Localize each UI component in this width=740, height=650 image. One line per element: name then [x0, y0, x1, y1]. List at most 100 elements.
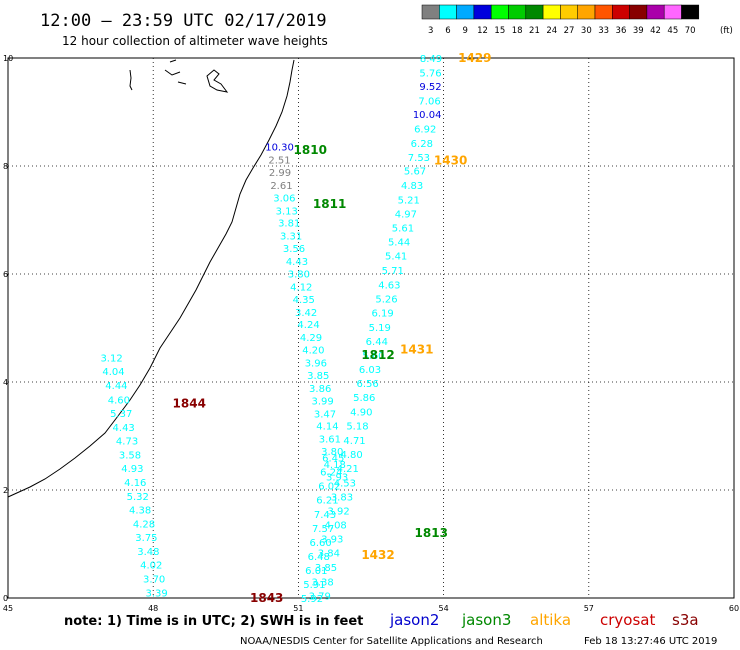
- wave-height-label: 4.08: [325, 521, 347, 532]
- wave-height-label: 10.30: [265, 143, 294, 154]
- island-left: [129, 69, 133, 91]
- wave-height-label: 3.13: [276, 206, 298, 217]
- pass-labels: 1429 1430 1810 1811 1431 1812 1844 1813 1432 1843: [173, 51, 492, 605]
- wave-height-label: 6.19: [371, 308, 393, 319]
- wave-height-label: 5.26: [375, 294, 397, 305]
- wave-height-label: 5.91: [303, 580, 325, 591]
- wave-height-label: 3.92: [327, 507, 349, 518]
- wave-height-label: 4.28: [133, 519, 155, 530]
- wave-height-label: 3.58: [119, 450, 141, 461]
- wave-height-label: 3.39: [145, 589, 167, 600]
- wave-height-label: 4.24: [297, 320, 319, 331]
- wave-height-values: 8.49 5.76 9.52 7.06 10.04 6.92 6.28 7.53 5.67 4.8…: [100, 54, 442, 605]
- chart-subtitle: 12 hour collection of altimeter wave hei…: [62, 34, 328, 48]
- colorbar-swatch: [646, 4, 665, 20]
- wave-height-label: 6.56: [356, 379, 378, 390]
- wave-height-label: 6.60: [310, 538, 332, 549]
- colorbar-swatch: [473, 4, 492, 20]
- wave-height-label: 3.48: [137, 547, 159, 558]
- wave-height-label: 4.80: [341, 450, 363, 461]
- colorbar: 3 6 9 12 15 18 21 24 27 30 33 36 39 42 45 70: [421, 4, 700, 36]
- pass-time-label: 1844: [173, 397, 206, 411]
- wave-height-label: 3.85: [315, 563, 337, 574]
- wave-height-label: 5.92: [301, 594, 323, 605]
- colorbar-label: 30: [581, 26, 592, 36]
- pass-time-label: 1811: [313, 197, 346, 211]
- x-tick-label: 51: [293, 604, 303, 613]
- colorbar-label: 45: [667, 26, 678, 36]
- colorbar-swatch: [612, 4, 630, 20]
- wave-height-label: 3.47: [314, 409, 336, 420]
- pass-time-label: 1431: [400, 343, 433, 357]
- wave-height-label: 5.32: [127, 492, 149, 503]
- wave-height-label: 5.37: [110, 409, 132, 420]
- colorbar-swatch: [542, 4, 561, 20]
- wave-height-label: 3.99: [311, 396, 333, 407]
- wave-height-label: 4.35: [293, 295, 315, 306]
- pass-time-label: 1429: [458, 51, 491, 65]
- coastline: [7, 59, 295, 498]
- y-tick-label: 6: [3, 270, 8, 279]
- colorbar-label: 24: [546, 26, 557, 36]
- wave-height-label: 4.53: [334, 478, 356, 489]
- island-middle: [164, 59, 187, 85]
- plot-frame: [7, 57, 735, 599]
- wave-height-label: 10.04: [413, 110, 442, 121]
- wave-height-label: 4.43: [286, 257, 308, 268]
- footer-note: note: 1) Time is in UTC; 2) SWH is in fe…: [64, 614, 363, 629]
- satellite-legend: jason2 jason3 altika cryosat s3a: [389, 611, 699, 629]
- colorbar-swatch: [439, 4, 457, 20]
- wave-height-label: 4.97: [395, 210, 417, 221]
- wave-height-label: 7.43: [314, 510, 336, 521]
- wave-height-label: 3.84: [318, 549, 340, 560]
- colorbar-swatch: [525, 4, 544, 20]
- colorbar-swatch: [629, 4, 648, 20]
- wave-height-label: 4.29: [300, 333, 322, 344]
- colorbar-swatch: [456, 4, 475, 20]
- colorbar-swatch: [508, 4, 527, 20]
- wave-height-label: 4.04: [102, 367, 124, 378]
- wave-height-label: 4.38: [129, 505, 151, 516]
- wave-height-label: 3.42: [295, 308, 317, 319]
- x-tick-label: 45: [3, 604, 13, 613]
- wave-height-label: 4.14: [316, 422, 338, 433]
- island-right: [206, 69, 229, 93]
- wave-height-label: 4.93: [121, 464, 143, 475]
- wave-height-label: 4.20: [302, 346, 324, 357]
- wave-height-label: 3.86: [309, 384, 331, 395]
- wave-height-label: 2.51: [268, 156, 290, 167]
- wave-height-label: 4.44: [105, 381, 127, 392]
- colorbar-label: 15: [494, 26, 505, 36]
- wave-height-label: 3.70: [143, 575, 165, 586]
- wave-height-label: 6.44: [366, 337, 388, 348]
- wave-height-label: 5.60: [362, 351, 384, 362]
- pass-time-label: 1430: [434, 154, 467, 168]
- footer-timestamp: Feb 18 13:27:46 UTC 2019: [584, 636, 717, 647]
- wave-height-label: 6.02: [318, 482, 340, 493]
- wave-height-label: 2.61: [270, 181, 292, 192]
- wave-height-label: 4.71: [343, 436, 365, 447]
- colorbar-label: 9: [463, 26, 468, 36]
- colorbar-unit: (ft): [720, 26, 733, 36]
- wave-height-label: 6.92: [414, 125, 436, 136]
- satellite-legend-jason3: jason3: [461, 611, 511, 629]
- colorbar-label: 27: [564, 26, 575, 36]
- wave-height-label: 5.61: [392, 224, 414, 235]
- wave-height-label: 3.56: [283, 244, 305, 255]
- wave-height-label: 3.75: [135, 533, 157, 544]
- x-tick-label: 57: [584, 604, 594, 613]
- colorbar-label: 6: [445, 26, 450, 36]
- y-tick-label: 10: [3, 54, 13, 63]
- satellite-legend-s3a: s3a: [672, 611, 699, 629]
- grid-lines: [8, 58, 734, 598]
- colorbar-label: 33: [598, 26, 609, 36]
- wave-height-label: 6.03: [359, 365, 381, 376]
- satellite-legend-altika: altika: [530, 611, 571, 629]
- wave-height-label: 6.24: [320, 468, 342, 479]
- colorbar-label: 18: [512, 26, 523, 36]
- colorbar-label: 36: [616, 26, 627, 36]
- wave-height-label: 6.28: [411, 139, 433, 150]
- pass-time-label: 1813: [415, 526, 448, 540]
- pass-time-label: 1843: [250, 591, 283, 605]
- wave-height-label: 6.01: [305, 566, 327, 577]
